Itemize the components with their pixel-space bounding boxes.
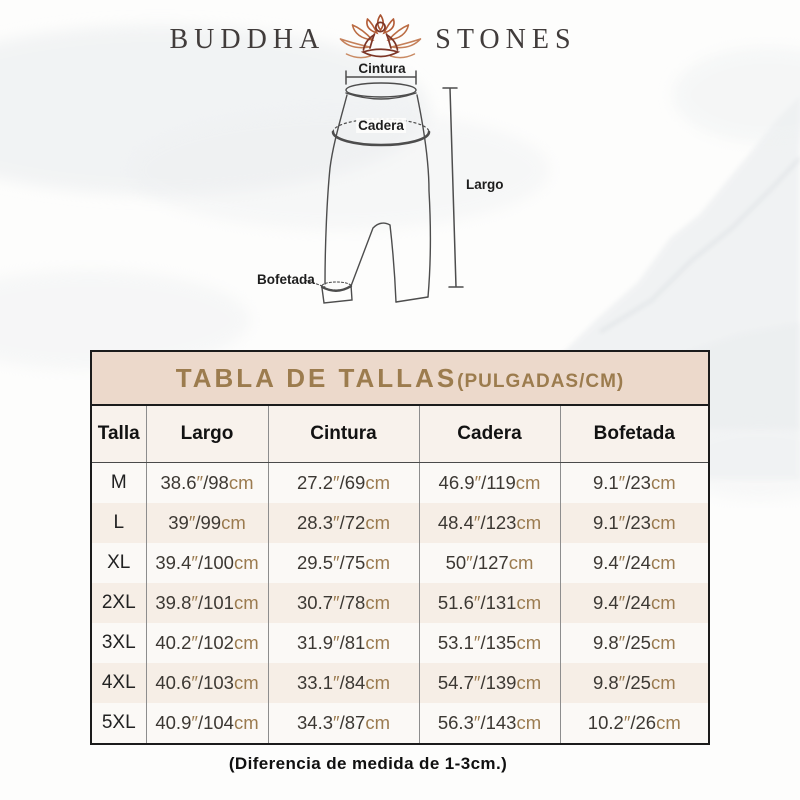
brand-header: BUDDHA STONES <box>169 12 576 68</box>
cadera-measurement: 51.6″/131cm <box>418 583 560 623</box>
largo-measurement: 40.9″/104cm <box>145 703 268 744</box>
bofetada-measurement: 9.8″/25cm <box>559 623 710 663</box>
table-row: 5XL 40.9″/104cm 34.3″/87cm 56.3″/143cm 10.2″… <box>91 703 710 744</box>
bofetada-measurement: 9.4″/24cm <box>559 583 710 623</box>
table-row: XL 39.4″/100cm 29.5″/75cm 50″/127cm 9.4″/24c… <box>91 543 710 583</box>
table-title-row: TABLA DE TALLAS(PULGADAS/CM) <box>91 351 710 406</box>
cintura-measurement: 34.3″/87cm <box>267 703 419 744</box>
column-header-largo: Largo <box>145 405 268 463</box>
measurement-tolerance-note: (Diferencia de medida de 1-3cm.) <box>228 754 508 773</box>
largo-measurement: 39.4″/100cm <box>145 543 268 583</box>
largo-measurement: 39″/99cm <box>145 503 268 543</box>
largo-measurement: 40.2″/102cm <box>145 623 268 663</box>
largo-measurement: 39.8″/101cm <box>145 583 268 623</box>
bofetada-measurement: 9.4″/24cm <box>559 543 710 583</box>
cintura-measurement: 33.1″/84cm <box>267 663 419 703</box>
size-value: XL <box>107 552 131 573</box>
pants-outline-drawing <box>304 70 464 304</box>
bofetada-measurement: 10.2″/26cm <box>559 703 710 744</box>
size-value: 2XL <box>91 583 146 623</box>
cintura-measurement: 30.7″/78cm <box>267 583 419 623</box>
brand-name-right: STONES <box>435 24 577 55</box>
column-header-bofetada: Bofetada <box>559 405 710 463</box>
size-table-body: M 38.6″/98cm 27.2″/69cm 46.9″/119cm 9.1″/23c… <box>91 462 710 744</box>
table-row: 3XL 40.2″/102cm 31.9″/81cm 53.1″/135cm 9.8″/… <box>91 623 710 663</box>
bofetada-measurement: 9.1″/23cm <box>559 503 710 543</box>
size-value: L <box>91 503 146 543</box>
size-table: TABLA DE TALLAS(PULGADAS/CM) Talla Largo… <box>90 350 711 745</box>
column-header-cadera: Cadera <box>418 405 560 463</box>
cintura-measurement: 31.9″/81cm <box>267 623 419 663</box>
column-header-row: Talla Largo Cintura Cadera Bofetada <box>91 405 710 463</box>
largo-measurement: 38.6″/98cm <box>145 462 268 503</box>
cadera-measurement: 50″/127cm <box>418 543 560 583</box>
size-chart: TABLA DE TALLAS(PULGADAS/CM) Talla Largo… <box>90 350 711 745</box>
table-title: TABLA DE TALLAS(PULGADAS/CM) <box>91 351 710 406</box>
cadera-measurement: 53.1″/135cm <box>418 623 560 663</box>
bofetada-measurement: 9.8″/25cm <box>559 663 710 703</box>
largo-label: Largo <box>466 177 504 192</box>
size-value: 5XL <box>101 712 136 733</box>
column-header-talla: Talla <box>91 405 146 463</box>
lotus-meditation-icon <box>339 14 422 59</box>
cintura-label: Cintura <box>358 61 406 76</box>
bofetada-measurement: 9.1″/23cm <box>559 462 710 503</box>
size-value: 4XL <box>91 663 146 703</box>
cadera-measurement: 48.4″/123cm <box>418 503 560 543</box>
size-value: 3XL <box>101 632 136 653</box>
cintura-measurement: 29.5″/75cm <box>267 543 419 583</box>
table-row: 4XL 40.6″/103cm 33.1″/84cm 54.7″/139cm 9.8″/… <box>91 663 710 703</box>
column-header-cintura: Cintura <box>267 405 419 463</box>
pants-measurement-diagram: Cintura Cadera Largo Bofetada <box>243 56 517 324</box>
table-row: M 38.6″/98cm 27.2″/69cm 46.9″/119cm 9.1″/23c… <box>91 462 710 503</box>
cintura-measurement: 27.2″/69cm <box>267 462 419 503</box>
table-row: L 39″/99cm 28.3″/72cm 48.4″/123cm 9.1″/23cm <box>91 503 710 543</box>
cadera-measurement: 54.7″/139cm <box>418 663 560 703</box>
table-title-text: TABLA DE TALLAS <box>175 362 458 393</box>
cadera-measurement: 56.3″/143cm <box>418 703 560 744</box>
cintura-measurement: 28.3″/72cm <box>267 503 419 543</box>
size-value: M <box>110 472 127 493</box>
brand-name-left: BUDDHA <box>169 24 326 55</box>
bofetada-label: Bofetada <box>257 272 315 287</box>
cadera-label: Cadera <box>356 118 406 133</box>
table-row: 2XL 39.8″/101cm 30.7″/78cm 51.6″/131cm 9.4″/… <box>91 583 710 623</box>
largo-measurement: 40.6″/103cm <box>145 663 268 703</box>
table-title-units: (PULGADAS/CM) <box>457 370 625 392</box>
cadera-measurement: 46.9″/119cm <box>418 462 560 503</box>
